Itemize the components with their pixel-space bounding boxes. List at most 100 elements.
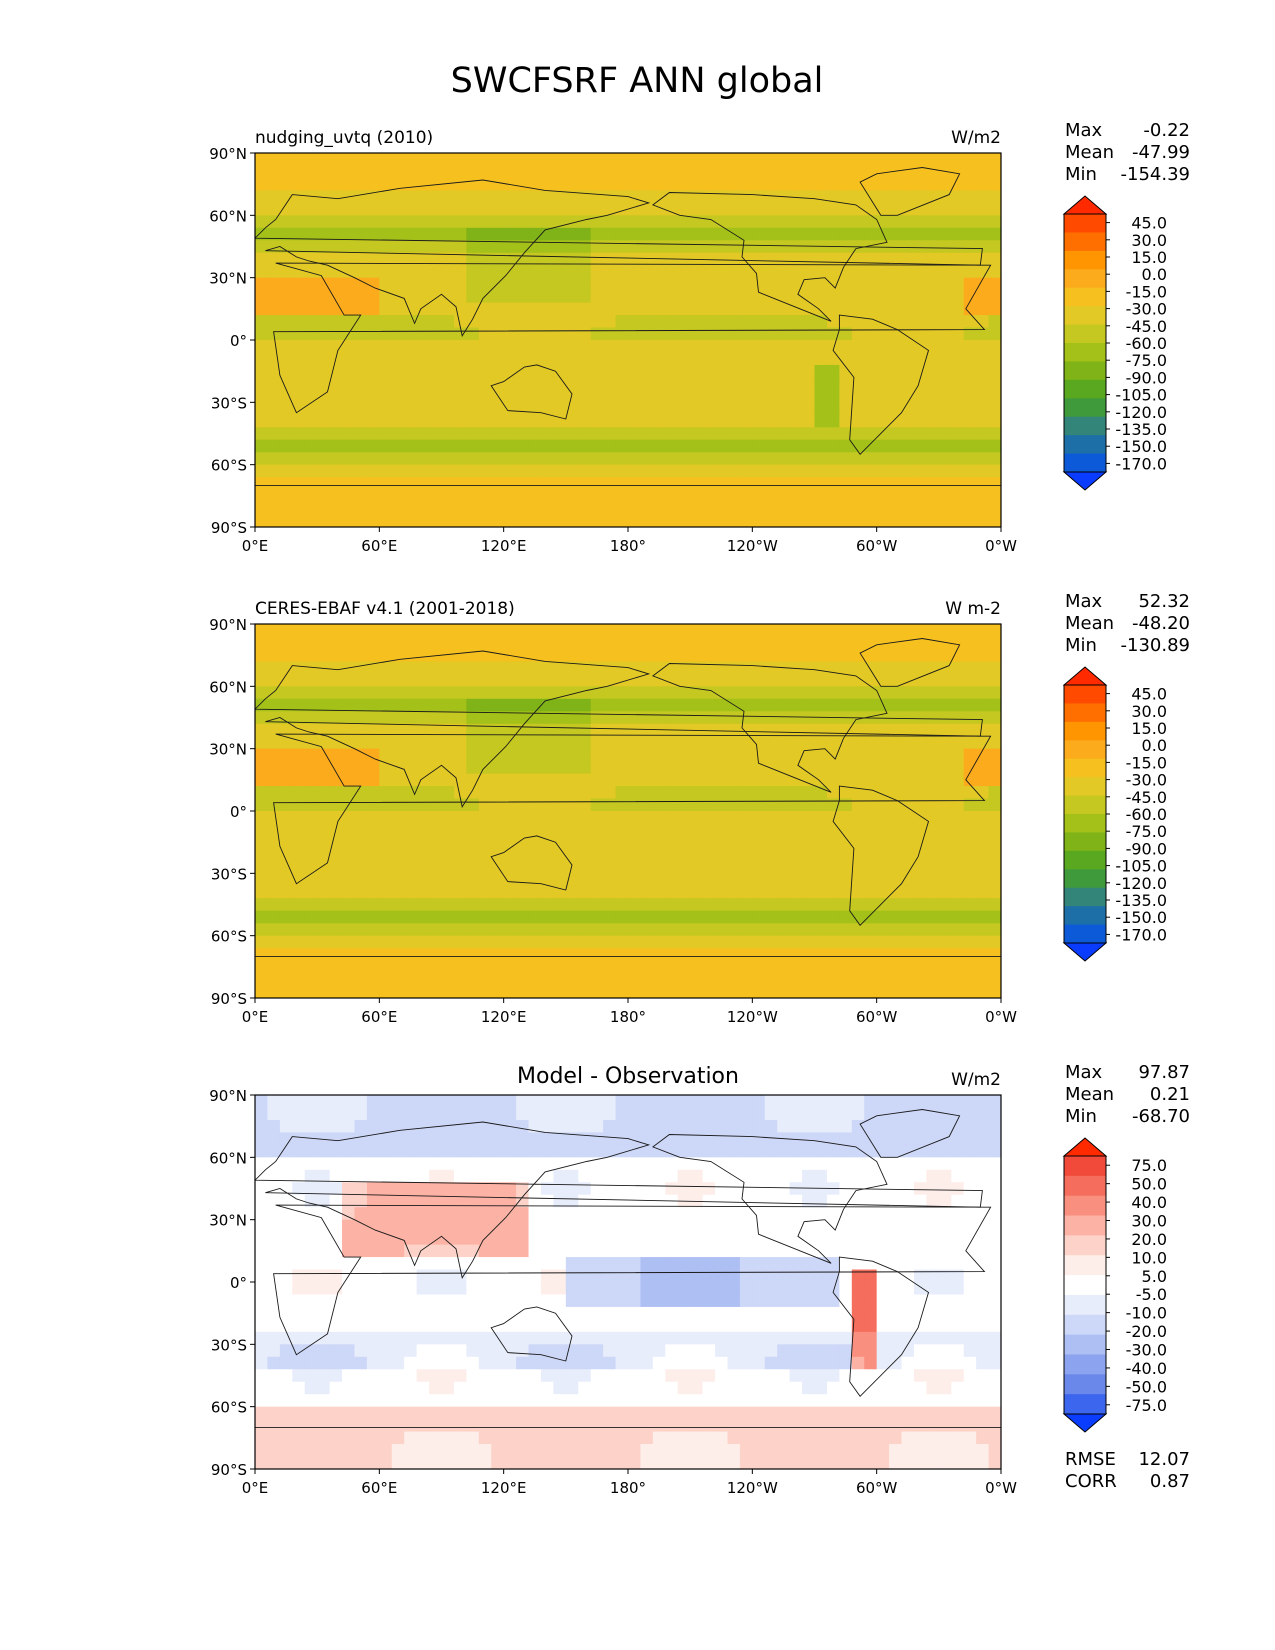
field-cell (739, 948, 753, 962)
field-cell (640, 352, 654, 366)
field-cell (677, 502, 691, 516)
field-cell (366, 514, 380, 527)
field-cell (976, 648, 990, 662)
field-cell (565, 848, 579, 862)
field-cell (988, 648, 1001, 662)
field-cell (926, 648, 940, 662)
field-cell (777, 935, 791, 949)
field-cell (366, 377, 380, 391)
field-cell (652, 414, 666, 428)
field-cell (913, 1095, 927, 1109)
field-cell (913, 190, 927, 204)
field-cell (292, 489, 306, 503)
field-cell (391, 427, 405, 441)
field-cell (416, 736, 430, 750)
field-cell (503, 315, 517, 329)
field-cell (528, 1169, 542, 1183)
field-cell (727, 502, 741, 516)
field-cell (851, 786, 865, 800)
field-cell (267, 948, 281, 962)
field-cell (565, 1194, 579, 1208)
field-cell (317, 315, 331, 329)
field-cell (255, 1257, 269, 1271)
field-cell (802, 1182, 816, 1196)
field-cell (565, 798, 579, 812)
field-cell (317, 389, 331, 403)
field-cell (342, 452, 356, 466)
field-cell (963, 252, 977, 266)
field-cell (839, 885, 853, 899)
field-cell (540, 452, 554, 466)
field-cell (839, 985, 853, 998)
field-cell (988, 673, 1001, 687)
field-cell (590, 165, 604, 179)
field-cell (764, 835, 778, 849)
field-cell (652, 1294, 666, 1308)
field-cell (752, 202, 766, 216)
field-cell (702, 389, 716, 403)
field-cell (466, 698, 480, 712)
field-cell (913, 290, 927, 304)
field-cell (789, 153, 803, 167)
field-cell (764, 1257, 778, 1271)
field-cell (429, 352, 443, 366)
lon-tick-label: 60°E (361, 537, 397, 555)
field-cell (913, 636, 927, 650)
field-cell (826, 624, 840, 638)
field-cell (366, 1232, 380, 1246)
field-cell (255, 1119, 269, 1133)
field-cell (677, 165, 691, 179)
field-cell (951, 177, 965, 191)
field-cell (466, 240, 480, 254)
field-cell (304, 502, 318, 516)
field-cell (516, 748, 530, 762)
field-cell (478, 1207, 492, 1221)
field-cell (491, 165, 505, 179)
field-cell (528, 340, 542, 354)
field-cell (292, 165, 306, 179)
field-cell (690, 873, 704, 887)
colorbar-swatch (1064, 814, 1106, 833)
field-cell (889, 177, 903, 191)
field-cell (789, 489, 803, 503)
field-cell (317, 973, 331, 987)
field-cell (864, 502, 878, 516)
field-cell (851, 885, 865, 899)
field-cell (913, 1144, 927, 1158)
field-cell (839, 661, 853, 675)
field-cell (354, 352, 368, 366)
field-cell (516, 1144, 530, 1158)
field-cell (739, 1294, 753, 1308)
field-cell (578, 985, 592, 998)
field-cell (441, 439, 455, 453)
field-cell (777, 985, 791, 998)
field-cell (752, 885, 766, 899)
field-cell (603, 1095, 617, 1109)
field-cell (814, 1194, 828, 1208)
field-cell (640, 252, 654, 266)
field-cell (516, 985, 530, 998)
field-cell (901, 823, 915, 837)
field-cell (478, 315, 492, 329)
field-cell (739, 1182, 753, 1196)
field-cell (553, 711, 567, 725)
field-cell (789, 648, 803, 662)
field-cell (491, 514, 505, 527)
field-cell (354, 252, 368, 266)
field-cell (839, 773, 853, 787)
field-cell (292, 514, 306, 527)
field-cell (317, 673, 331, 687)
field-cell (329, 898, 343, 912)
field-cell (752, 414, 766, 428)
field-cell (739, 761, 753, 775)
field-cell (366, 736, 380, 750)
field-cell (764, 935, 778, 949)
field-cell (677, 748, 691, 762)
field-cell (739, 798, 753, 812)
colorbar-swatch (1064, 324, 1106, 344)
field-cell (926, 464, 940, 478)
field-cell (665, 377, 679, 391)
field-cell (913, 698, 927, 712)
field-cell (864, 514, 878, 527)
field-cell (963, 736, 977, 750)
